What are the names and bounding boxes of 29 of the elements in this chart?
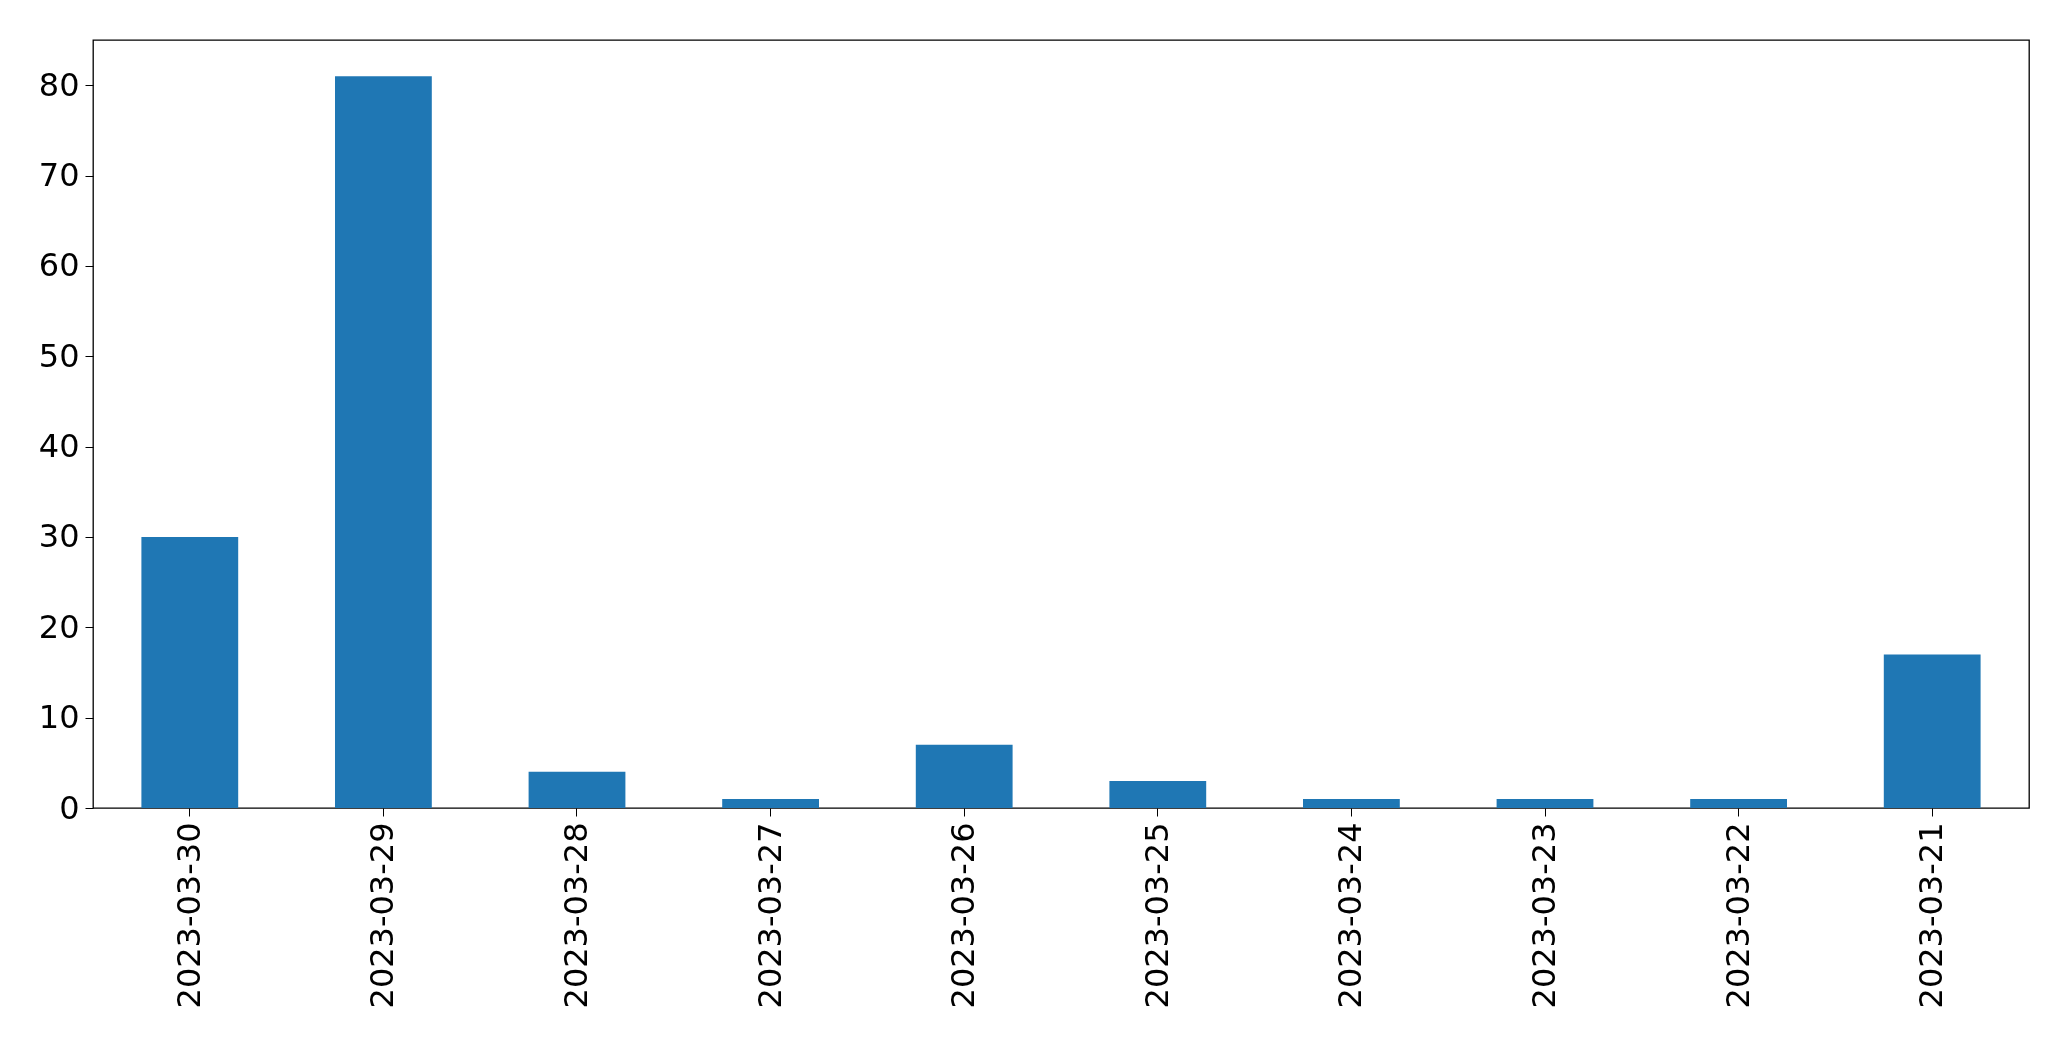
x-tick-label: 2023-03-21 (1912, 822, 1951, 1009)
x-tick-label: 2023-03-25 (1137, 822, 1176, 1009)
bar (1496, 798, 1594, 808)
x-tick-label: 2023-03-24 (1331, 822, 1370, 1009)
bar (915, 744, 1013, 808)
x-tick-label: 2023-03-29 (363, 822, 402, 1009)
y-tick-label: 30 (38, 517, 80, 556)
bar (1690, 798, 1787, 808)
x-tick-label: 2023-03-23 (1525, 822, 1563, 1009)
y-tick-label: 60 (38, 246, 80, 285)
y-tick-label: 20 (38, 607, 80, 646)
bar (528, 771, 626, 808)
bar (1883, 654, 1981, 808)
x-tick-label: 2023-03-30 (169, 822, 208, 1009)
x-tick-label: 2023-03-27 (750, 822, 789, 1009)
y-tick-label: 70 (38, 156, 80, 195)
x-tick-label: 2023-03-26 (944, 822, 983, 1009)
x-tick-label: 2023-03-28 (557, 822, 595, 1009)
y-tick-label: 0 (59, 788, 80, 827)
y-tick-label: 80 (38, 65, 80, 104)
bar (722, 798, 819, 808)
bar (141, 536, 239, 808)
bar (335, 76, 432, 808)
bar (1303, 798, 1400, 808)
y-tick-label: 10 (38, 698, 80, 737)
y-tick-label: 50 (38, 336, 80, 375)
y-tick-label: 40 (38, 427, 80, 466)
bar (1109, 780, 1207, 808)
x-tick-label: 2023-03-22 (1718, 822, 1757, 1009)
